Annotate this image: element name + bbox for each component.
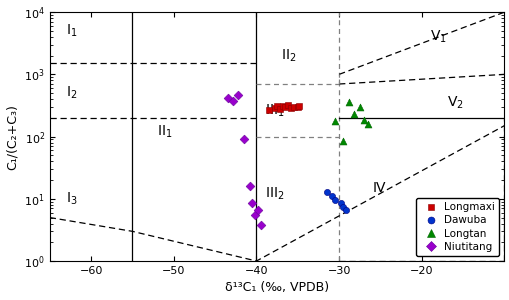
Legend: Longmaxi, Dawuba, Longtan, Niutitang: Longmaxi, Dawuba, Longtan, Niutitang bbox=[415, 198, 498, 256]
Text: II$_1$: II$_1$ bbox=[157, 124, 173, 140]
Point bbox=[349, 112, 357, 116]
Point bbox=[355, 104, 363, 109]
Point bbox=[281, 105, 289, 110]
Point bbox=[330, 198, 338, 203]
Point bbox=[359, 118, 367, 122]
Point bbox=[250, 213, 259, 218]
Point bbox=[240, 137, 248, 142]
Point bbox=[275, 106, 283, 111]
Point bbox=[229, 98, 237, 103]
Point bbox=[223, 95, 231, 100]
Point bbox=[264, 107, 272, 112]
Point bbox=[283, 103, 291, 108]
Point bbox=[295, 103, 303, 108]
Point bbox=[234, 93, 242, 98]
Point bbox=[287, 106, 295, 111]
Point bbox=[270, 105, 278, 110]
Point bbox=[344, 100, 352, 104]
Point bbox=[248, 201, 256, 206]
Point bbox=[338, 139, 347, 143]
Point bbox=[253, 208, 262, 213]
Point bbox=[289, 104, 297, 109]
Text: V$_1$: V$_1$ bbox=[429, 29, 446, 45]
Text: V$_2$: V$_2$ bbox=[446, 94, 463, 111]
Point bbox=[330, 119, 338, 124]
Point bbox=[338, 204, 347, 209]
Point bbox=[272, 104, 280, 109]
Point bbox=[278, 103, 287, 108]
Point bbox=[328, 194, 336, 199]
Text: I$_1$: I$_1$ bbox=[66, 23, 78, 39]
Point bbox=[322, 189, 330, 194]
Point bbox=[363, 122, 372, 126]
X-axis label: δ¹³C₁ (‰, VPDB): δ¹³C₁ (‰, VPDB) bbox=[224, 281, 328, 294]
Text: I$_2$: I$_2$ bbox=[66, 85, 77, 101]
Text: III$_2$: III$_2$ bbox=[264, 186, 284, 202]
Text: IV: IV bbox=[372, 181, 385, 195]
Text: I$_3$: I$_3$ bbox=[66, 190, 78, 207]
Point bbox=[245, 184, 253, 188]
Point bbox=[293, 105, 301, 110]
Text: III$_1$: III$_1$ bbox=[264, 103, 284, 119]
Point bbox=[256, 223, 264, 227]
Y-axis label: C₁/(C₂+C₃): C₁/(C₂+C₃) bbox=[6, 104, 18, 170]
Point bbox=[341, 208, 349, 213]
Point bbox=[336, 201, 344, 206]
Text: II$_2$: II$_2$ bbox=[280, 47, 296, 64]
